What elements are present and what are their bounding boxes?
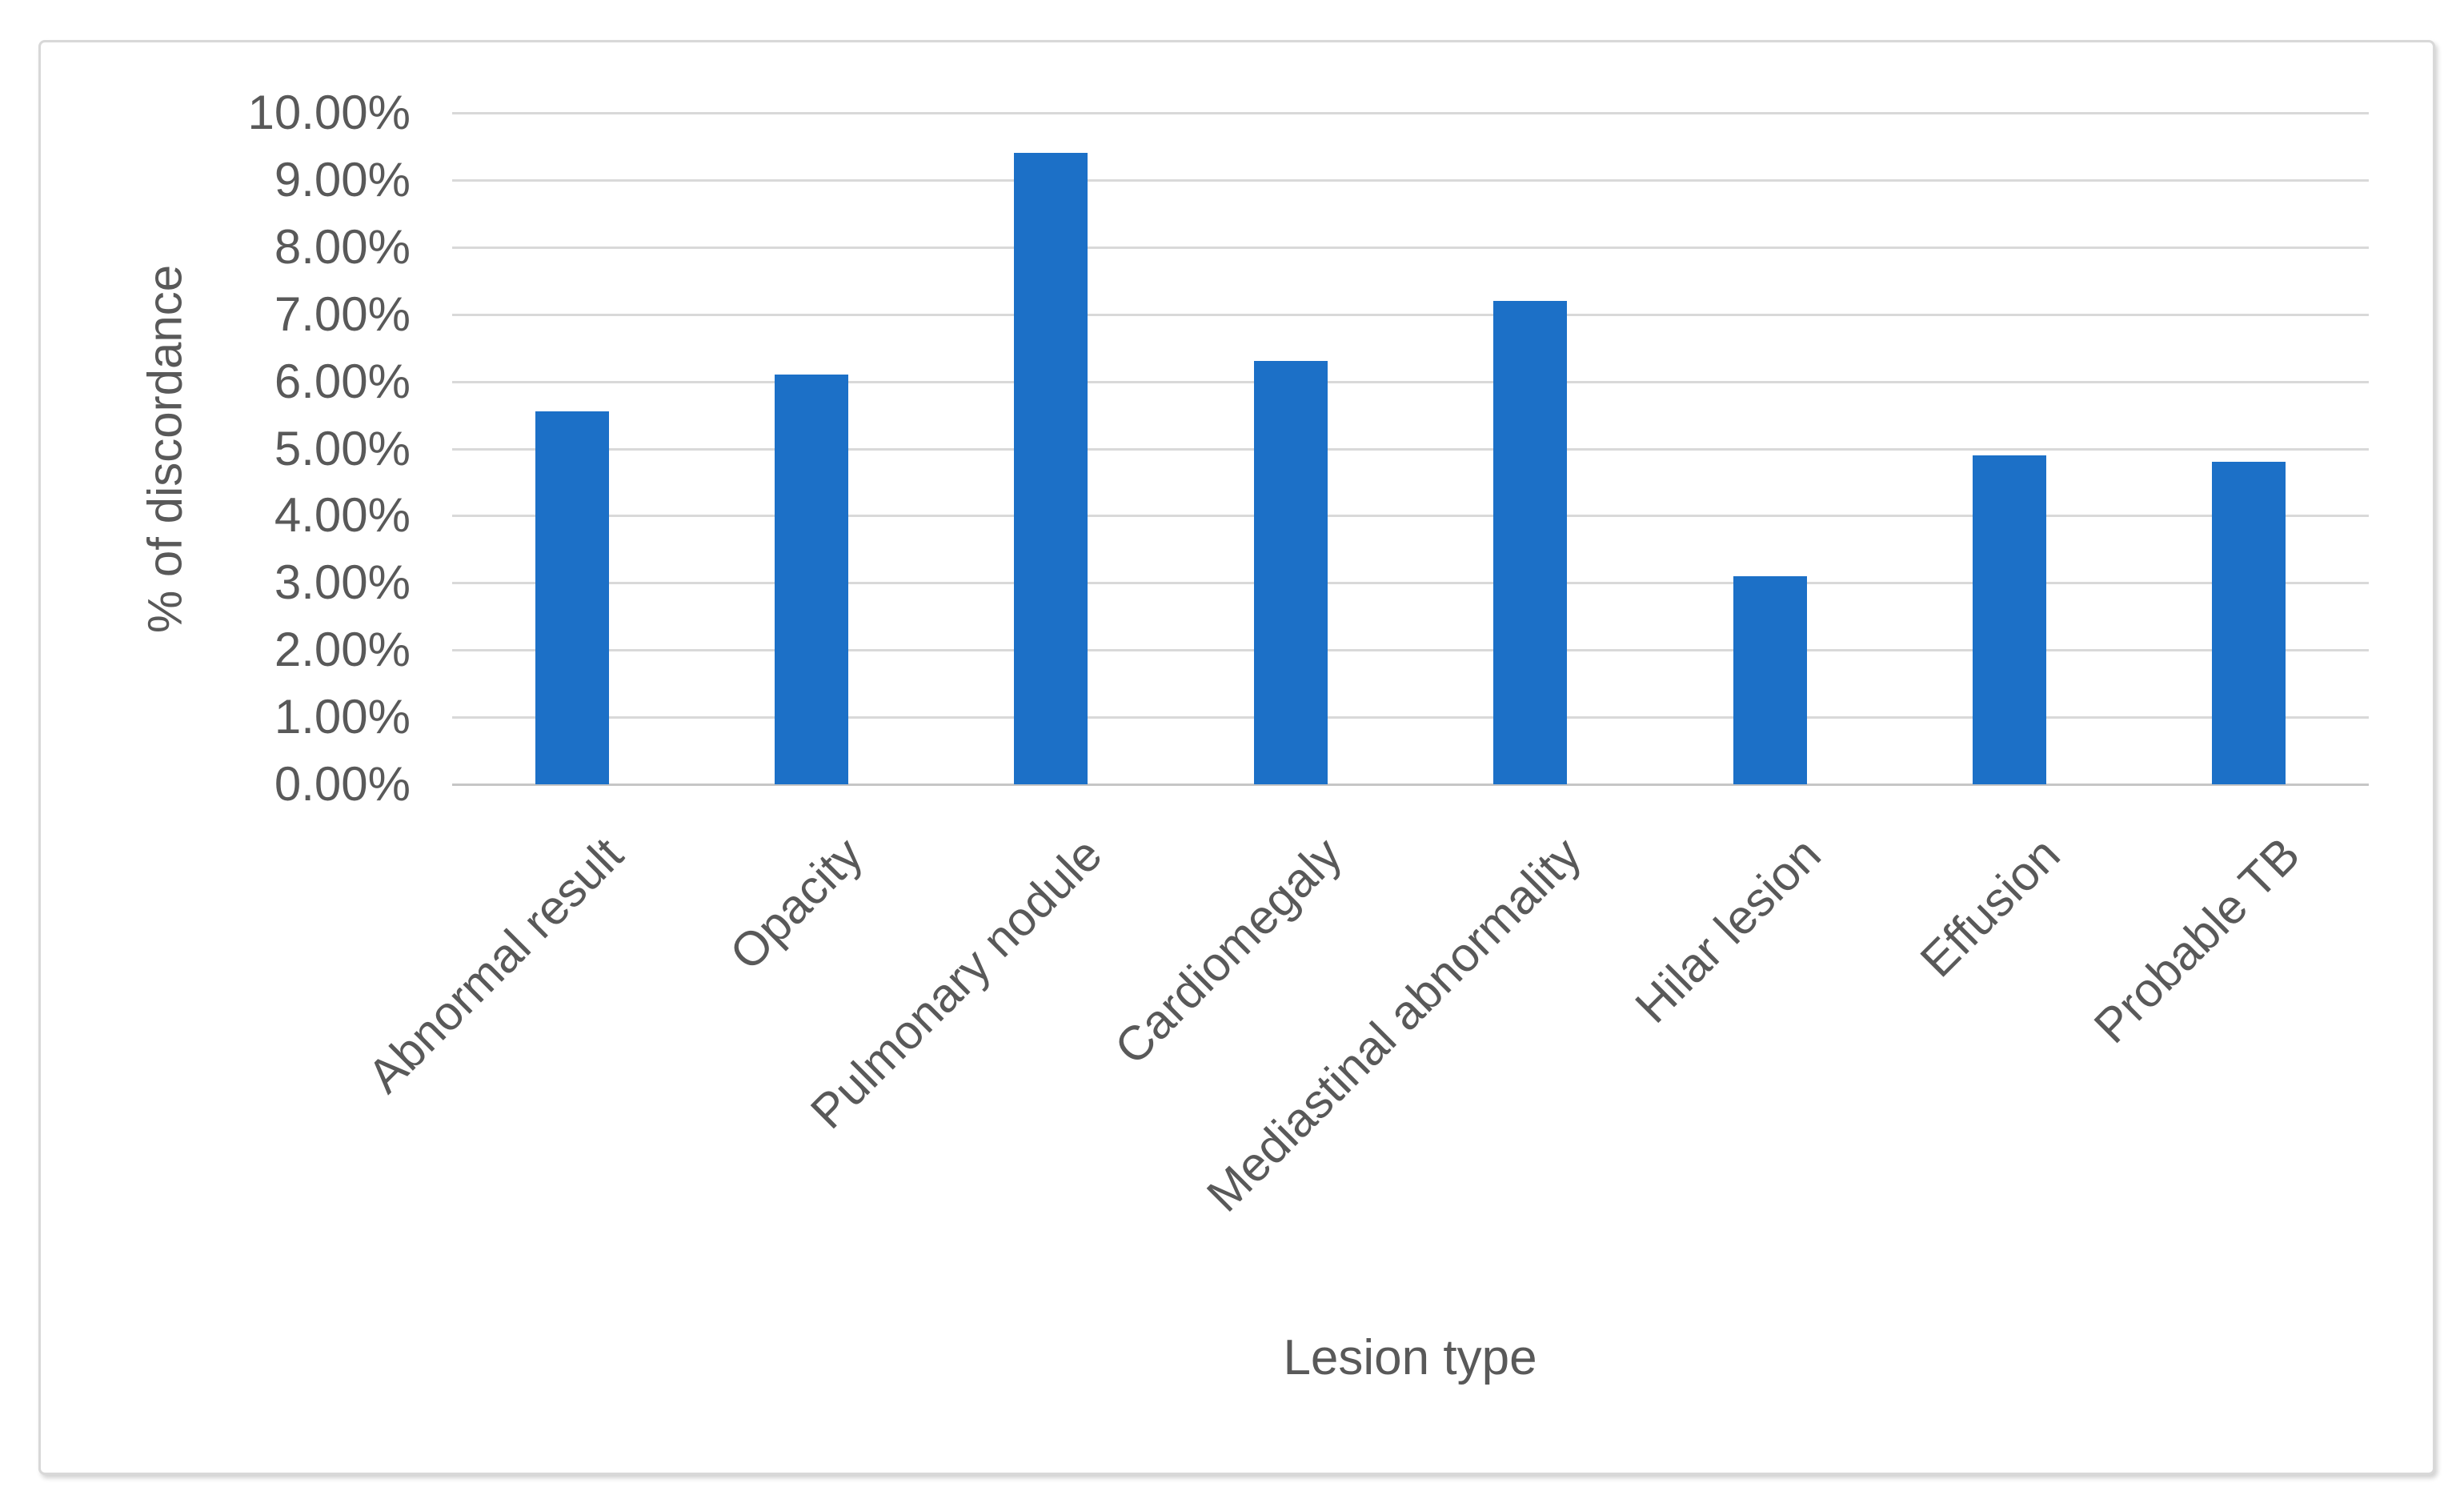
gridline [452,178,2369,182]
gridline [452,447,2369,451]
bar-probable-tb [2212,462,2286,784]
y-tick-label: 5.00% [274,421,411,475]
gridline [452,649,2369,652]
x-tick-label: Opacity [719,827,873,980]
y-tick-label: 8.00% [274,219,411,274]
y-tick-label: 3.00% [274,555,411,610]
bar-hilar-lesion [1733,575,1807,784]
bar-opacity [775,375,849,784]
x-tick-label: Hilar lesion [1625,827,1831,1033]
y-tick-label: 10.00% [247,86,411,139]
y-tick-label: 9.00% [274,152,411,206]
bar-mediastinal-abnormality [1493,300,1568,784]
y-tick-label: 1.00% [274,690,411,744]
y-axis-title: % of discordance [138,264,192,634]
y-tick-label: 6.00% [274,354,411,408]
gridline [452,716,2369,719]
bar-effusion [1972,455,2046,784]
bar-pulmonary-nodule [1014,153,1088,784]
gridline [452,112,2369,114]
x-tick-label: Cardiomegaly [1104,827,1352,1075]
gridline [452,380,2369,383]
x-tick-label: Effusion [1909,827,2070,988]
gridline [452,246,2369,249]
x-axis-title: Lesion type [1283,1330,1537,1385]
y-tick-label: 0.00% [274,757,411,811]
x-tick-label: Abnormal result [357,827,633,1104]
x-axis-line [452,784,2369,786]
gridline [452,313,2369,316]
gridline [452,582,2369,585]
y-tick-label: 4.00% [274,488,411,543]
bar-cardiomegaly [1253,361,1328,784]
chart-frame: 0.00% 1.00% 2.00% 3.00% 4.00% 5.00% 6.00% 7.00%… [38,40,2435,1475]
x-tick-label: Probable TB [2083,827,2310,1054]
y-tick-label: 7.00% [274,287,411,341]
gridline [452,515,2369,518]
y-tick-label: 2.00% [274,623,411,677]
bar-abnormal-result [535,411,609,784]
